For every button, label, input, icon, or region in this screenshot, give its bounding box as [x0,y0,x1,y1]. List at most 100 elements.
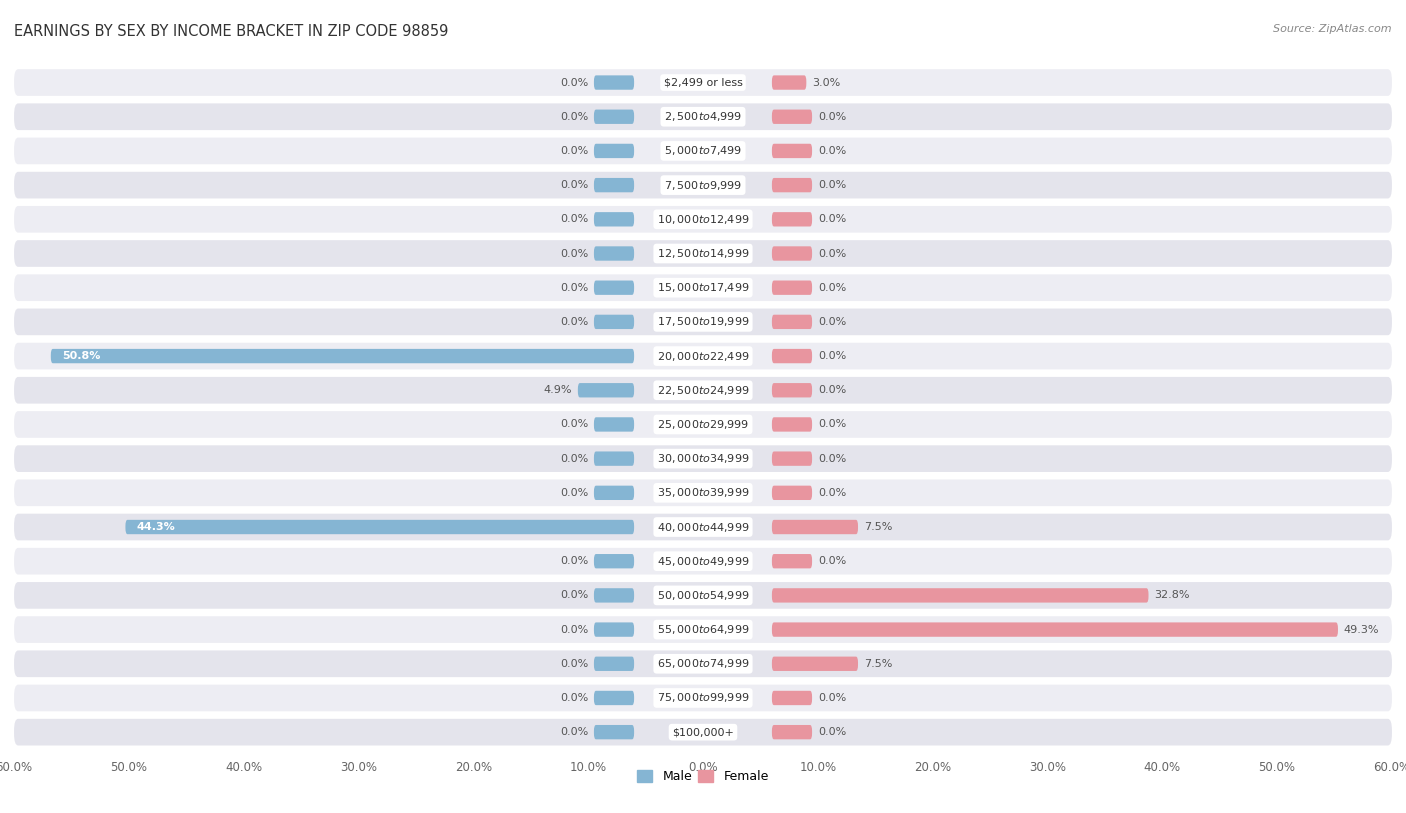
Text: $35,000 to $39,999: $35,000 to $39,999 [657,486,749,499]
FancyBboxPatch shape [593,246,634,261]
FancyBboxPatch shape [14,309,1392,335]
FancyBboxPatch shape [593,178,634,193]
FancyBboxPatch shape [51,349,634,363]
Text: 0.0%: 0.0% [818,146,846,156]
Text: $5,000 to $7,499: $5,000 to $7,499 [664,145,742,158]
Text: 3.0%: 3.0% [813,77,841,88]
Text: $12,500 to $14,999: $12,500 to $14,999 [657,247,749,260]
Text: 0.0%: 0.0% [818,215,846,224]
FancyBboxPatch shape [772,417,813,432]
Legend: Male, Female: Male, Female [633,765,773,789]
FancyBboxPatch shape [14,240,1392,267]
Text: $17,500 to $19,999: $17,500 to $19,999 [657,315,749,328]
Text: 0.0%: 0.0% [818,727,846,737]
FancyBboxPatch shape [772,178,813,193]
Text: 0.0%: 0.0% [818,556,846,566]
Text: 7.5%: 7.5% [863,522,893,532]
FancyBboxPatch shape [772,485,813,500]
Text: 0.0%: 0.0% [818,317,846,327]
Text: 0.0%: 0.0% [818,180,846,190]
FancyBboxPatch shape [772,144,813,158]
FancyBboxPatch shape [772,623,1339,637]
Text: 7.5%: 7.5% [863,659,893,669]
FancyBboxPatch shape [772,657,858,671]
FancyBboxPatch shape [14,137,1392,164]
FancyBboxPatch shape [14,685,1392,711]
FancyBboxPatch shape [593,589,634,602]
Text: 50.8%: 50.8% [62,351,101,361]
Text: $7,500 to $9,999: $7,500 to $9,999 [664,179,742,192]
FancyBboxPatch shape [593,451,634,466]
Text: 0.0%: 0.0% [560,659,588,669]
FancyBboxPatch shape [772,451,813,466]
Text: $75,000 to $99,999: $75,000 to $99,999 [657,692,749,705]
Text: 32.8%: 32.8% [1154,590,1189,600]
Text: 0.0%: 0.0% [560,111,588,122]
FancyBboxPatch shape [14,650,1392,677]
FancyBboxPatch shape [772,246,813,261]
FancyBboxPatch shape [593,110,634,124]
Text: 0.0%: 0.0% [560,317,588,327]
FancyBboxPatch shape [14,103,1392,130]
FancyBboxPatch shape [593,76,634,89]
Text: $25,000 to $29,999: $25,000 to $29,999 [657,418,749,431]
Text: 0.0%: 0.0% [818,385,846,395]
FancyBboxPatch shape [772,110,813,124]
FancyBboxPatch shape [14,411,1392,437]
FancyBboxPatch shape [14,274,1392,301]
Text: 0.0%: 0.0% [560,727,588,737]
Text: 0.0%: 0.0% [560,488,588,498]
Text: 0.0%: 0.0% [818,693,846,703]
Text: 49.3%: 49.3% [1344,624,1379,635]
FancyBboxPatch shape [772,383,813,398]
Text: Source: ZipAtlas.com: Source: ZipAtlas.com [1274,24,1392,34]
FancyBboxPatch shape [14,548,1392,575]
Text: $55,000 to $64,999: $55,000 to $64,999 [657,623,749,636]
FancyBboxPatch shape [14,206,1392,233]
Text: $22,500 to $24,999: $22,500 to $24,999 [657,384,749,397]
FancyBboxPatch shape [772,76,807,89]
FancyBboxPatch shape [593,144,634,158]
FancyBboxPatch shape [772,315,813,329]
Text: $2,499 or less: $2,499 or less [664,77,742,88]
FancyBboxPatch shape [14,172,1392,198]
Text: $100,000+: $100,000+ [672,727,734,737]
FancyBboxPatch shape [772,212,813,227]
Text: 0.0%: 0.0% [560,77,588,88]
FancyBboxPatch shape [772,520,858,534]
Text: $30,000 to $34,999: $30,000 to $34,999 [657,452,749,465]
Text: 0.0%: 0.0% [560,249,588,259]
Text: $2,500 to $4,999: $2,500 to $4,999 [664,111,742,124]
FancyBboxPatch shape [593,691,634,705]
FancyBboxPatch shape [14,480,1392,506]
Text: $45,000 to $49,999: $45,000 to $49,999 [657,554,749,567]
FancyBboxPatch shape [593,485,634,500]
Text: 0.0%: 0.0% [560,454,588,463]
Text: 0.0%: 0.0% [560,624,588,635]
FancyBboxPatch shape [14,377,1392,403]
Text: $40,000 to $44,999: $40,000 to $44,999 [657,520,749,533]
Text: 0.0%: 0.0% [560,283,588,293]
Text: 44.3%: 44.3% [136,522,176,532]
FancyBboxPatch shape [125,520,634,534]
FancyBboxPatch shape [14,446,1392,472]
FancyBboxPatch shape [14,514,1392,541]
FancyBboxPatch shape [772,349,813,363]
FancyBboxPatch shape [772,725,813,739]
Text: 0.0%: 0.0% [818,488,846,498]
Text: $15,000 to $17,499: $15,000 to $17,499 [657,281,749,294]
Text: $20,000 to $22,499: $20,000 to $22,499 [657,350,749,363]
Text: 0.0%: 0.0% [560,215,588,224]
Text: $65,000 to $74,999: $65,000 to $74,999 [657,657,749,670]
Text: $50,000 to $54,999: $50,000 to $54,999 [657,589,749,602]
FancyBboxPatch shape [772,554,813,568]
FancyBboxPatch shape [593,417,634,432]
FancyBboxPatch shape [593,315,634,329]
Text: 0.0%: 0.0% [560,146,588,156]
Text: 4.9%: 4.9% [544,385,572,395]
Text: 0.0%: 0.0% [560,556,588,566]
Text: 0.0%: 0.0% [560,590,588,600]
FancyBboxPatch shape [14,69,1392,96]
FancyBboxPatch shape [14,582,1392,609]
FancyBboxPatch shape [593,725,634,739]
